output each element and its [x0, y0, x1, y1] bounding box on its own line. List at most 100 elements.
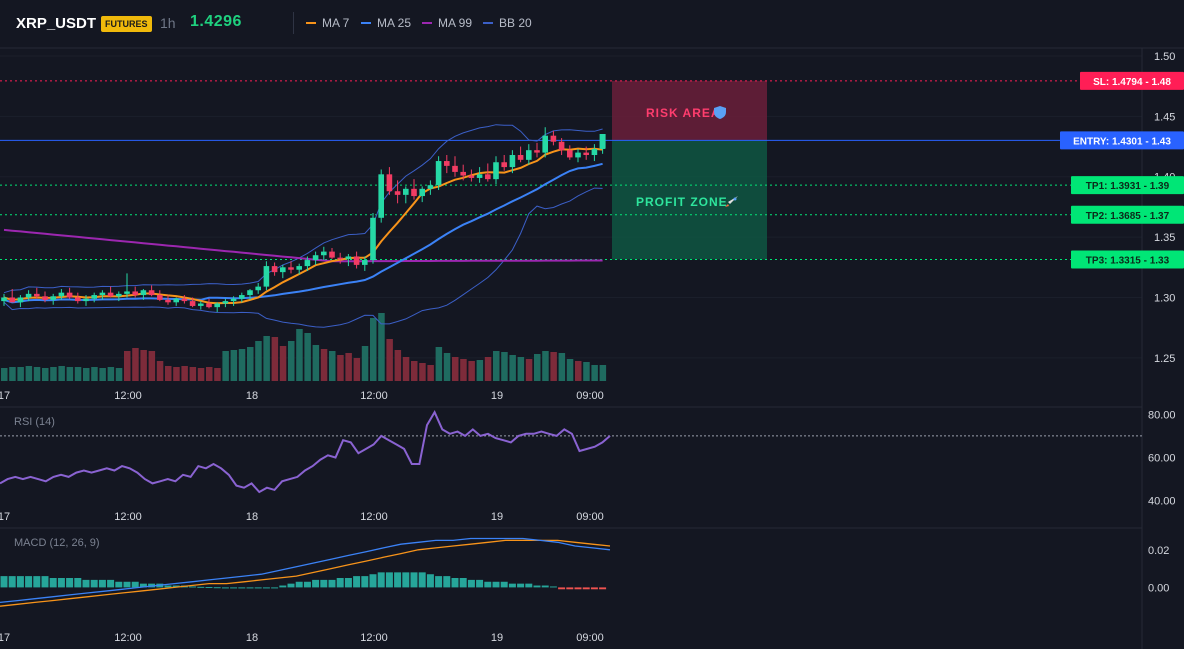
price-tick-label: 1.50 [1154, 51, 1175, 63]
candle-body [444, 161, 450, 166]
rsi-tick-label: 40.00 [1148, 496, 1176, 508]
candle-body [288, 267, 294, 270]
candle-body [247, 290, 253, 296]
macd-histogram-bar [123, 581, 131, 588]
candle-body [312, 255, 319, 261]
time-tick-label: 18 [246, 632, 258, 644]
candle-body [567, 150, 573, 158]
candle-body [435, 161, 442, 186]
macd-histogram-bar [459, 578, 467, 588]
timeframe-selector[interactable]: 1h [160, 15, 176, 31]
axes: 1.501.451.401.351.301.251712:001812:0019… [0, 51, 1175, 644]
volume-bar [181, 366, 188, 381]
time-tick-label: 17 [0, 511, 10, 523]
candle-body [517, 155, 524, 160]
ma25-line [3, 162, 603, 304]
legend-ma7-label: MA 7 [322, 16, 350, 30]
price-tick-label: 1.45 [1154, 111, 1175, 123]
ma99-swatch [422, 22, 432, 24]
macd-histogram-bar [246, 587, 254, 589]
time-tick-label: 18 [246, 511, 258, 523]
time-tick-label: 09:00 [576, 632, 604, 644]
macd-histogram-bar [312, 579, 320, 588]
macd-histogram-bar [361, 576, 369, 588]
volume-bar [501, 352, 508, 381]
legend-bb20[interactable]: BB 20 [483, 16, 532, 30]
macd-histogram-bar [336, 578, 344, 588]
candle-body [239, 295, 245, 299]
macd-histogram-bar [426, 574, 434, 588]
macd-histogram-bar [295, 581, 303, 588]
macd-histogram-bar [230, 587, 238, 589]
tp3-price-tag [1071, 250, 1184, 269]
candle-body [403, 188, 409, 195]
macd-histogram-bar [320, 579, 328, 588]
volume-bar [33, 367, 41, 381]
candle-body [148, 290, 155, 296]
volume-bar [525, 359, 533, 381]
macd-histogram-bar [90, 579, 98, 588]
macd-histogram-bar [172, 585, 180, 588]
risk-zone [612, 80, 767, 141]
candle-body [321, 251, 327, 256]
macd-histogram-bar [205, 587, 213, 589]
time-tick-label: 12:00 [114, 390, 142, 402]
tp2-price-label: TP2: 1.3685 - 1.37 [1086, 211, 1170, 222]
volume-bar [25, 366, 33, 381]
macd-histogram-bar [303, 581, 311, 588]
time-tick-label: 19 [491, 390, 503, 402]
candle-body [558, 141, 565, 151]
macd-histogram-bar [369, 574, 377, 588]
volume-bar [411, 361, 418, 381]
macd-histogram-bar [164, 585, 172, 588]
candle-body [107, 292, 114, 297]
candle-body [66, 292, 73, 298]
volume-bar [271, 337, 279, 381]
trade-levels [0, 80, 1142, 260]
macd-histogram-bar [279, 585, 287, 588]
candle-body [329, 251, 335, 258]
volume-bar [484, 357, 492, 381]
macd-histogram-bar [262, 587, 270, 589]
legend-ma7[interactable]: MA 7 [306, 16, 349, 30]
symbol-name[interactable]: XRP_USDT [16, 15, 97, 32]
macd-histogram-bar [549, 586, 557, 588]
volume-bar [427, 365, 434, 381]
chart-header: XRP_USDT FUTURES 1h 1.4296 MA 7 MA 25 MA… [0, 0, 1184, 48]
macd-histogram-bar [451, 578, 459, 588]
macd-histogram-bar [287, 583, 295, 588]
volume-bar [329, 351, 336, 381]
macd-histogram-bar [344, 578, 352, 588]
candle-body [575, 152, 581, 158]
current-price-marker [599, 134, 606, 149]
volume-bar [9, 367, 16, 381]
candle-body [91, 295, 97, 299]
candle-body [173, 298, 179, 303]
macd-histogram-bar [467, 579, 475, 588]
macd-panel: MACD (12, 26, 9) 0.02 0.00 [0, 537, 1169, 607]
time-tick-label: 19 [491, 511, 503, 523]
macd-histogram-bar [82, 579, 90, 588]
candle-body [58, 292, 65, 297]
candle-body [280, 267, 286, 273]
volume-bar [99, 368, 106, 381]
volume-bar [156, 361, 164, 381]
volume-bar [558, 353, 566, 381]
legend-ma25[interactable]: MA 25 [361, 16, 411, 30]
candle-body [99, 292, 106, 296]
volume-bar [148, 351, 156, 381]
candle-body [353, 256, 360, 265]
time-tick-label: 09:00 [576, 390, 604, 402]
macd-histogram-bar [0, 576, 8, 588]
candle-body [452, 165, 458, 172]
candle-body [427, 185, 434, 189]
volume-bar [361, 346, 369, 381]
legend-ma99[interactable]: MA 99 [422, 16, 472, 30]
volume-bar [197, 368, 205, 381]
macd-histogram-bar [66, 578, 74, 588]
grid-lines [0, 47, 1184, 649]
time-tick-label: 12:00 [360, 511, 388, 523]
macd-histogram-bar [328, 579, 336, 588]
volume-bar [550, 352, 557, 381]
